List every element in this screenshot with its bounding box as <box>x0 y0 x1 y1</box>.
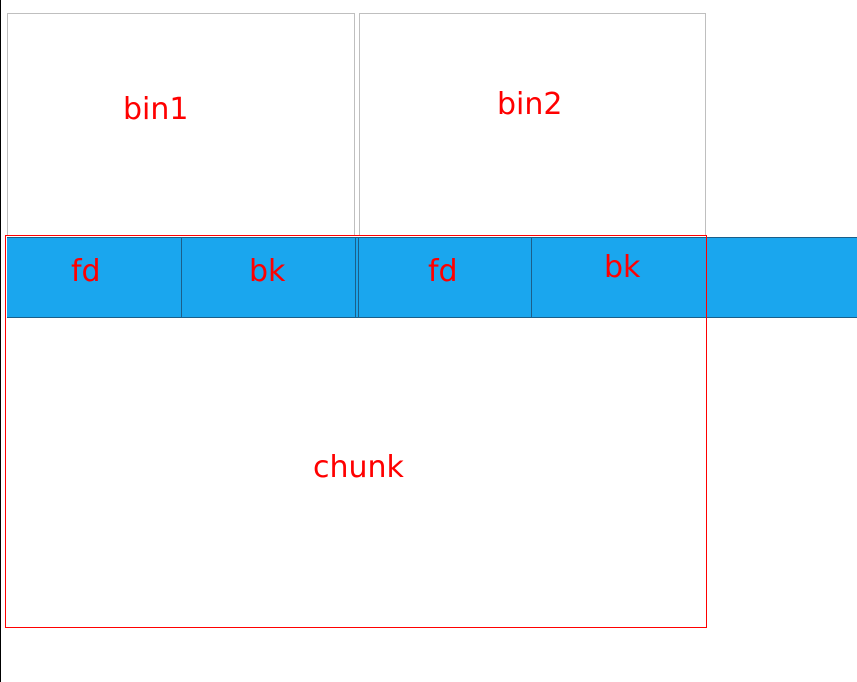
chunk-box <box>5 235 707 628</box>
bin1-label: bin1 <box>123 92 189 127</box>
bin1-box <box>7 13 355 236</box>
bin2-box <box>359 13 706 236</box>
bin2-bk-label: bk <box>604 250 641 285</box>
bin2-label: bin2 <box>497 87 563 122</box>
cell-divider <box>355 237 356 318</box>
cell-divider <box>531 237 532 318</box>
pointer-strip <box>7 237 857 318</box>
bin2-fd-label: fd <box>428 254 458 289</box>
left-border-line <box>0 0 1 682</box>
cell-divider <box>181 237 182 318</box>
cell-divider <box>358 237 359 318</box>
bin1-bk-label: bk <box>249 254 286 289</box>
chunk-label: chunk <box>313 450 404 485</box>
bin1-fd-label: fd <box>71 254 101 289</box>
